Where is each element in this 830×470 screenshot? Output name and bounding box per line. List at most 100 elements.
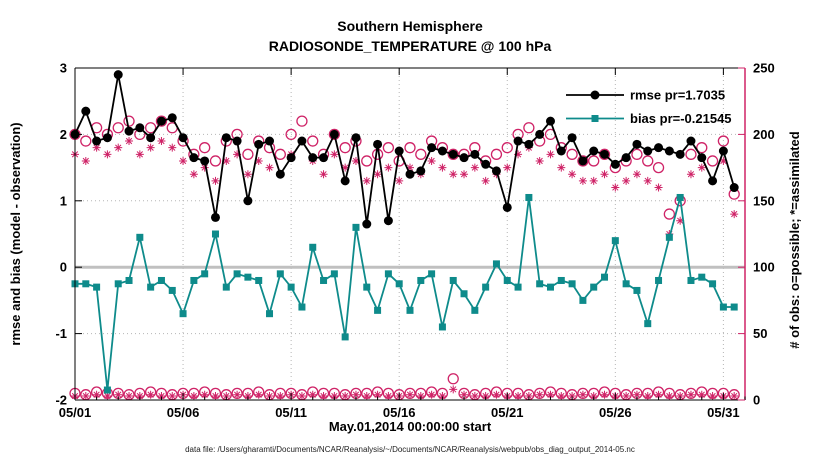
- rmse-marker: [535, 129, 545, 139]
- rmse-marker: [373, 139, 383, 149]
- rmse-marker: [513, 136, 523, 146]
- bias-marker: [341, 333, 349, 341]
- assimilated-obs-marker: [589, 176, 598, 185]
- rmse-marker: [621, 153, 631, 163]
- y-left-tick-label: 0: [60, 260, 67, 275]
- possible-obs-marker: [685, 148, 697, 160]
- rmse-marker: [383, 216, 393, 226]
- assimilated-obs-marker: [589, 392, 598, 401]
- possible-obs-marker: [209, 155, 222, 167]
- assimilated-obs-marker: [233, 390, 242, 399]
- possible-obs-marker: [577, 155, 589, 167]
- assimilated-obs-marker: [243, 170, 252, 179]
- assimilated-obs-marker: [189, 170, 198, 179]
- assimilated-obs-marker: [524, 392, 533, 401]
- rmse-marker: [697, 153, 707, 163]
- possible-obs-marker: [361, 387, 373, 400]
- bias-marker: [514, 283, 522, 291]
- rmse-marker: [459, 153, 469, 163]
- assimilated-obs-marker: [103, 392, 112, 401]
- rmse-marker: [254, 139, 264, 149]
- bias-marker: [330, 270, 338, 278]
- assimilated-obs-marker: [200, 163, 209, 172]
- bias-marker: [730, 303, 738, 311]
- bias-marker: [157, 276, 165, 284]
- possible-obs-marker: [382, 387, 395, 400]
- possible-obs-marker: [490, 148, 503, 160]
- assimilated-obs-marker: [460, 390, 469, 399]
- assimilated-obs-marker: [254, 156, 263, 165]
- bias-marker: [363, 283, 371, 291]
- bias-marker: [601, 273, 609, 281]
- bias-marker: [568, 280, 576, 288]
- assimilated-obs-marker: [135, 150, 144, 159]
- chart-subtitle: RADIOSONDE_TEMPERATURE @ 100 hPa: [269, 38, 552, 54]
- rmse-marker: [491, 166, 501, 176]
- assimilated-obs-marker: [535, 390, 544, 399]
- assimilated-obs-marker: [157, 137, 166, 146]
- rmse-marker: [708, 176, 718, 186]
- assimilated-obs-marker: [622, 392, 631, 401]
- assimilated-obs-marker: [135, 392, 144, 401]
- axes-layer: [74, 67, 746, 401]
- bias-marker: [438, 323, 446, 331]
- assimilated-obs-marker: [503, 163, 512, 172]
- rmse-marker: [470, 149, 480, 159]
- rmse-marker: [167, 113, 177, 123]
- assimilated-obs-marker: [460, 170, 469, 179]
- assimilated-obs-marker: [92, 390, 101, 399]
- y-left-tick-label: 2: [60, 127, 67, 142]
- rmse-marker: [319, 153, 329, 163]
- assimilated-obs-marker: [351, 390, 360, 399]
- bias-marker: [428, 270, 436, 278]
- rmse-marker: [156, 116, 166, 126]
- assimilated-obs-marker: [730, 210, 739, 219]
- rmse-marker: [729, 183, 739, 193]
- assimilated-obs-marker: [546, 390, 555, 399]
- assimilated-obs-marker: [373, 170, 382, 179]
- assimilated-obs-marker: [514, 392, 523, 401]
- possible-obs-marker: [155, 115, 168, 127]
- y-right-tick-label: 200: [753, 127, 775, 142]
- possible-obs-marker: [317, 387, 330, 400]
- bias-marker: [655, 276, 663, 284]
- assimilated-obs-marker: [308, 390, 317, 399]
- assimilated-obs-marker: [665, 392, 674, 401]
- rmse-marker: [600, 149, 610, 159]
- assimilated-obs-marker: [373, 390, 382, 399]
- bias-marker: [266, 310, 274, 318]
- assimilated-obs-marker: [730, 392, 739, 401]
- possible-obs-marker: [696, 142, 708, 154]
- bias-marker: [103, 386, 111, 394]
- assimilated-obs-marker: [686, 390, 695, 399]
- possible-obs-marker: [112, 122, 124, 134]
- possible-obs-marker: [706, 155, 719, 167]
- assimilated-obs-marker: [546, 150, 555, 159]
- possible-obs-marker: [447, 148, 459, 160]
- rmse-marker: [632, 139, 642, 149]
- bias-marker: [82, 280, 90, 288]
- bias-marker: [417, 276, 425, 284]
- possible-obs-marker: [242, 148, 254, 160]
- possible-obs-marker: [642, 387, 654, 400]
- right-axis-label: # of obs: o=possible; *=assimilated: [787, 131, 802, 349]
- assimilated-obs-marker: [676, 216, 685, 225]
- possible-obs-marker: [523, 122, 535, 134]
- x-tick-label: 05/16: [383, 405, 416, 420]
- assimilated-obs-marker: [265, 163, 274, 172]
- y-left-tick-label: -1: [55, 326, 67, 341]
- assimilated-obs-marker: [146, 143, 155, 152]
- bias-marker: [557, 276, 565, 284]
- series-assimilated_obs: [71, 137, 739, 238]
- assimilated-obs-marker: [643, 176, 652, 185]
- possible-obs-marker: [339, 142, 351, 154]
- assimilated-obs-marker: [654, 183, 663, 192]
- possible-obs-marker: [144, 122, 157, 134]
- assimilated-obs-marker: [438, 392, 447, 401]
- possible-obs-marker: [598, 386, 611, 398]
- assimilated-obs-marker: [254, 390, 263, 399]
- rmse-marker: [146, 133, 156, 143]
- assimilated-obs-marker: [222, 156, 231, 165]
- rmse-marker: [686, 136, 696, 146]
- possible-obs-marker: [663, 387, 676, 400]
